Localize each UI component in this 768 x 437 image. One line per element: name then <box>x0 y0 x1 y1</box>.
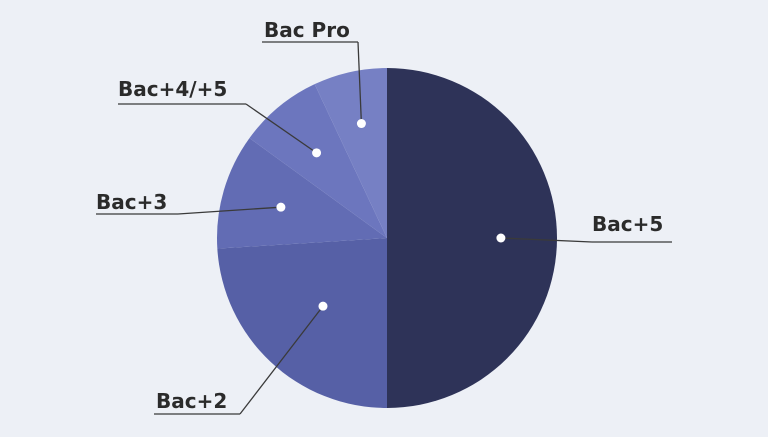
leader-line <box>357 41 363 124</box>
leader-line <box>245 103 317 154</box>
slice-label: Bac Pro <box>264 18 350 42</box>
leader-lines-layer <box>96 41 672 415</box>
pie-slice-bac-5 <box>387 68 557 408</box>
leader-line <box>177 206 281 215</box>
pie-slice-bac-pro <box>314 68 387 238</box>
leader-dot <box>276 202 286 212</box>
labels-layer: Bac+5 Bac+2 Bac+3 Bac+4/+5 Bac Pro <box>96 18 663 413</box>
slice-label: Bac+4/+5 <box>118 77 227 101</box>
leader-dot <box>318 301 328 311</box>
leader-line <box>500 237 593 243</box>
leader-dot <box>312 148 322 158</box>
leader-dot <box>356 119 366 129</box>
pie-slice-bac-2 <box>217 238 387 408</box>
slice-label: Bac+2 <box>156 389 227 413</box>
leader-dot <box>496 233 506 243</box>
leader-line <box>239 305 324 415</box>
pie-slice-bac-4-5 <box>249 84 387 238</box>
slice-label: Bac+3 <box>96 190 167 214</box>
slices-layer <box>217 68 557 408</box>
slice-label: Bac+5 <box>592 212 663 236</box>
pie-slice-bac-3 <box>217 138 387 249</box>
